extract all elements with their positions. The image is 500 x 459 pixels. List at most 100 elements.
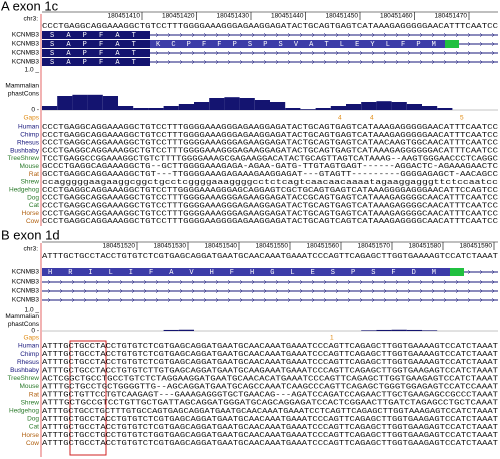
- strand-arrow: [239, 50, 243, 56]
- strand-arrow: [167, 279, 171, 285]
- strand-arrow: [83, 279, 87, 285]
- strand-arrow: [467, 297, 471, 303]
- strand-arrow: [407, 288, 411, 294]
- strand-arrow: [119, 288, 123, 294]
- ruler-label: 180451520: [102, 243, 135, 250]
- species-seq: ATTTGCTGCCTACCTGTGTCTCGTGAGCAGGATGAATGCA…: [42, 416, 499, 424]
- phastcons-bar: [194, 102, 210, 110]
- gap-mark: 4: [338, 115, 342, 122]
- strand-arrow: [371, 32, 375, 38]
- strand-arrow: [263, 288, 267, 294]
- strand-arrow: [83, 297, 87, 303]
- strand-arrow: [419, 32, 423, 38]
- amino-acid: L: [340, 41, 344, 49]
- amino-acid: A: [169, 269, 174, 277]
- strand-arrow: [299, 59, 303, 65]
- phastcons-bar: [133, 108, 149, 110]
- species-seq: CCCTGAGGCAGGAAAGGCTGTCCTTTGGGGAAGGGGAGAA…: [42, 218, 499, 226]
- gene-label: KCNMB3: [12, 288, 39, 295]
- amino-acid: H: [250, 269, 254, 277]
- strand-arrow: [203, 279, 207, 285]
- strand-arrow: [215, 59, 219, 65]
- strand-arrow: [479, 279, 483, 285]
- phastcons-bar: [330, 106, 346, 110]
- strand-arrow: [239, 32, 243, 38]
- amino-acid: L: [290, 269, 294, 277]
- strand-arrow: [275, 50, 279, 56]
- strand-arrow: [335, 297, 339, 303]
- strand-arrow: [479, 297, 483, 303]
- strand-arrow: [383, 32, 387, 38]
- amino-acid: E: [311, 269, 315, 277]
- amino-acid: S: [50, 59, 54, 67]
- amino-acid: Y: [370, 41, 375, 49]
- phastcons-bar: [224, 97, 240, 110]
- species-name: Horse: [22, 210, 40, 217]
- strand-arrow: [179, 32, 183, 38]
- species-seq: ccagggggaagaaggcggctgcctcggggaaaggggcctc…: [42, 179, 498, 187]
- amino-acid: T: [132, 50, 136, 58]
- phastcons-bar: [300, 109, 316, 110]
- strand-arrow: [335, 279, 339, 285]
- strand-arrow: [467, 288, 471, 294]
- gene-label: KCNMB3: [12, 297, 39, 304]
- strand-arrow: [491, 32, 495, 38]
- gene-label: KCNMB3: [12, 279, 39, 286]
- strand-arrow: [107, 279, 111, 285]
- strand-arrow: [263, 297, 267, 303]
- strand-arrow: [59, 279, 63, 285]
- strand-arrow: [287, 32, 291, 38]
- species-name: Dog: [27, 416, 39, 423]
- phastcons-bar: [102, 96, 118, 110]
- ruler-label: 180451440: [271, 13, 304, 20]
- species-name: Chimp: [20, 132, 39, 139]
- phastcons-bar: [163, 329, 179, 331]
- species-seq: GCCCTGAGGCAGAAAGGCTG--GCTTGGGGAAAGAGA-AG…: [42, 163, 499, 171]
- strand-arrow: [431, 297, 435, 303]
- strand-arrow: [239, 288, 243, 294]
- strand-arrow: [83, 288, 87, 294]
- scale-max: 1.0 _: [25, 307, 40, 314]
- ruler-label: 180451410: [107, 13, 140, 20]
- strand-arrow: [335, 288, 339, 294]
- strand-arrow: [263, 279, 267, 285]
- species-name: Rhesus: [17, 359, 40, 366]
- strand-arrow: [71, 279, 75, 285]
- strand-arrow: [395, 32, 399, 38]
- amino-acid: E: [355, 41, 359, 49]
- strand-arrow: [215, 297, 219, 303]
- species-seq: CCCTGAGGCAGGAAAGGCTGTCCTTTGGGGAAAGGGAGAA…: [42, 148, 499, 156]
- reference-seq: ATTTGCTGCCTACCTGTGTCTCGTGAGCAGGATGAATGCA…: [42, 253, 499, 261]
- strand-arrow: [179, 288, 183, 294]
- strand-arrow: [227, 297, 231, 303]
- ruler-label: 180451570: [357, 243, 390, 250]
- amino-acid: S: [50, 50, 54, 58]
- amino-acid: F: [99, 32, 103, 40]
- phastcons-bar: [254, 100, 270, 110]
- species-name: Cow: [26, 218, 39, 225]
- amino-acid: F: [217, 41, 221, 49]
- exon-box: [42, 49, 150, 57]
- strand-arrow: [263, 59, 267, 65]
- amino-acid: I: [88, 269, 92, 277]
- amino-acid: V: [189, 269, 194, 277]
- species-name: Hedgehog: [9, 408, 39, 415]
- strand-arrow: [311, 288, 315, 294]
- amino-acid: C: [171, 41, 175, 49]
- strand-arrow: [395, 50, 399, 56]
- strand-arrow: [383, 279, 387, 285]
- ruler-label: 180451420: [162, 13, 195, 20]
- amino-acid: P: [263, 41, 267, 49]
- strand-arrow: [215, 279, 219, 285]
- strand-arrow: [359, 32, 363, 38]
- strand-arrow: [311, 279, 315, 285]
- species-seq: ATTTGCTGCCTGCCTGTGTCTGGTGAGCAGGATGAATGCA…: [42, 432, 499, 440]
- strand-arrow: [431, 279, 435, 285]
- strand-arrow: [275, 279, 279, 285]
- reference-seq: CCCTGAGGCAGGAAAGGCTGTCCTTTGGGGAAAGGGAGAA…: [42, 23, 499, 31]
- gene-label: KCNMB3: [12, 32, 39, 39]
- ruler-label: 180451580: [408, 243, 441, 250]
- ruler-label: 180451460: [380, 13, 413, 20]
- amino-acid: S: [50, 41, 54, 49]
- species-name: Bushbaby: [10, 367, 40, 374]
